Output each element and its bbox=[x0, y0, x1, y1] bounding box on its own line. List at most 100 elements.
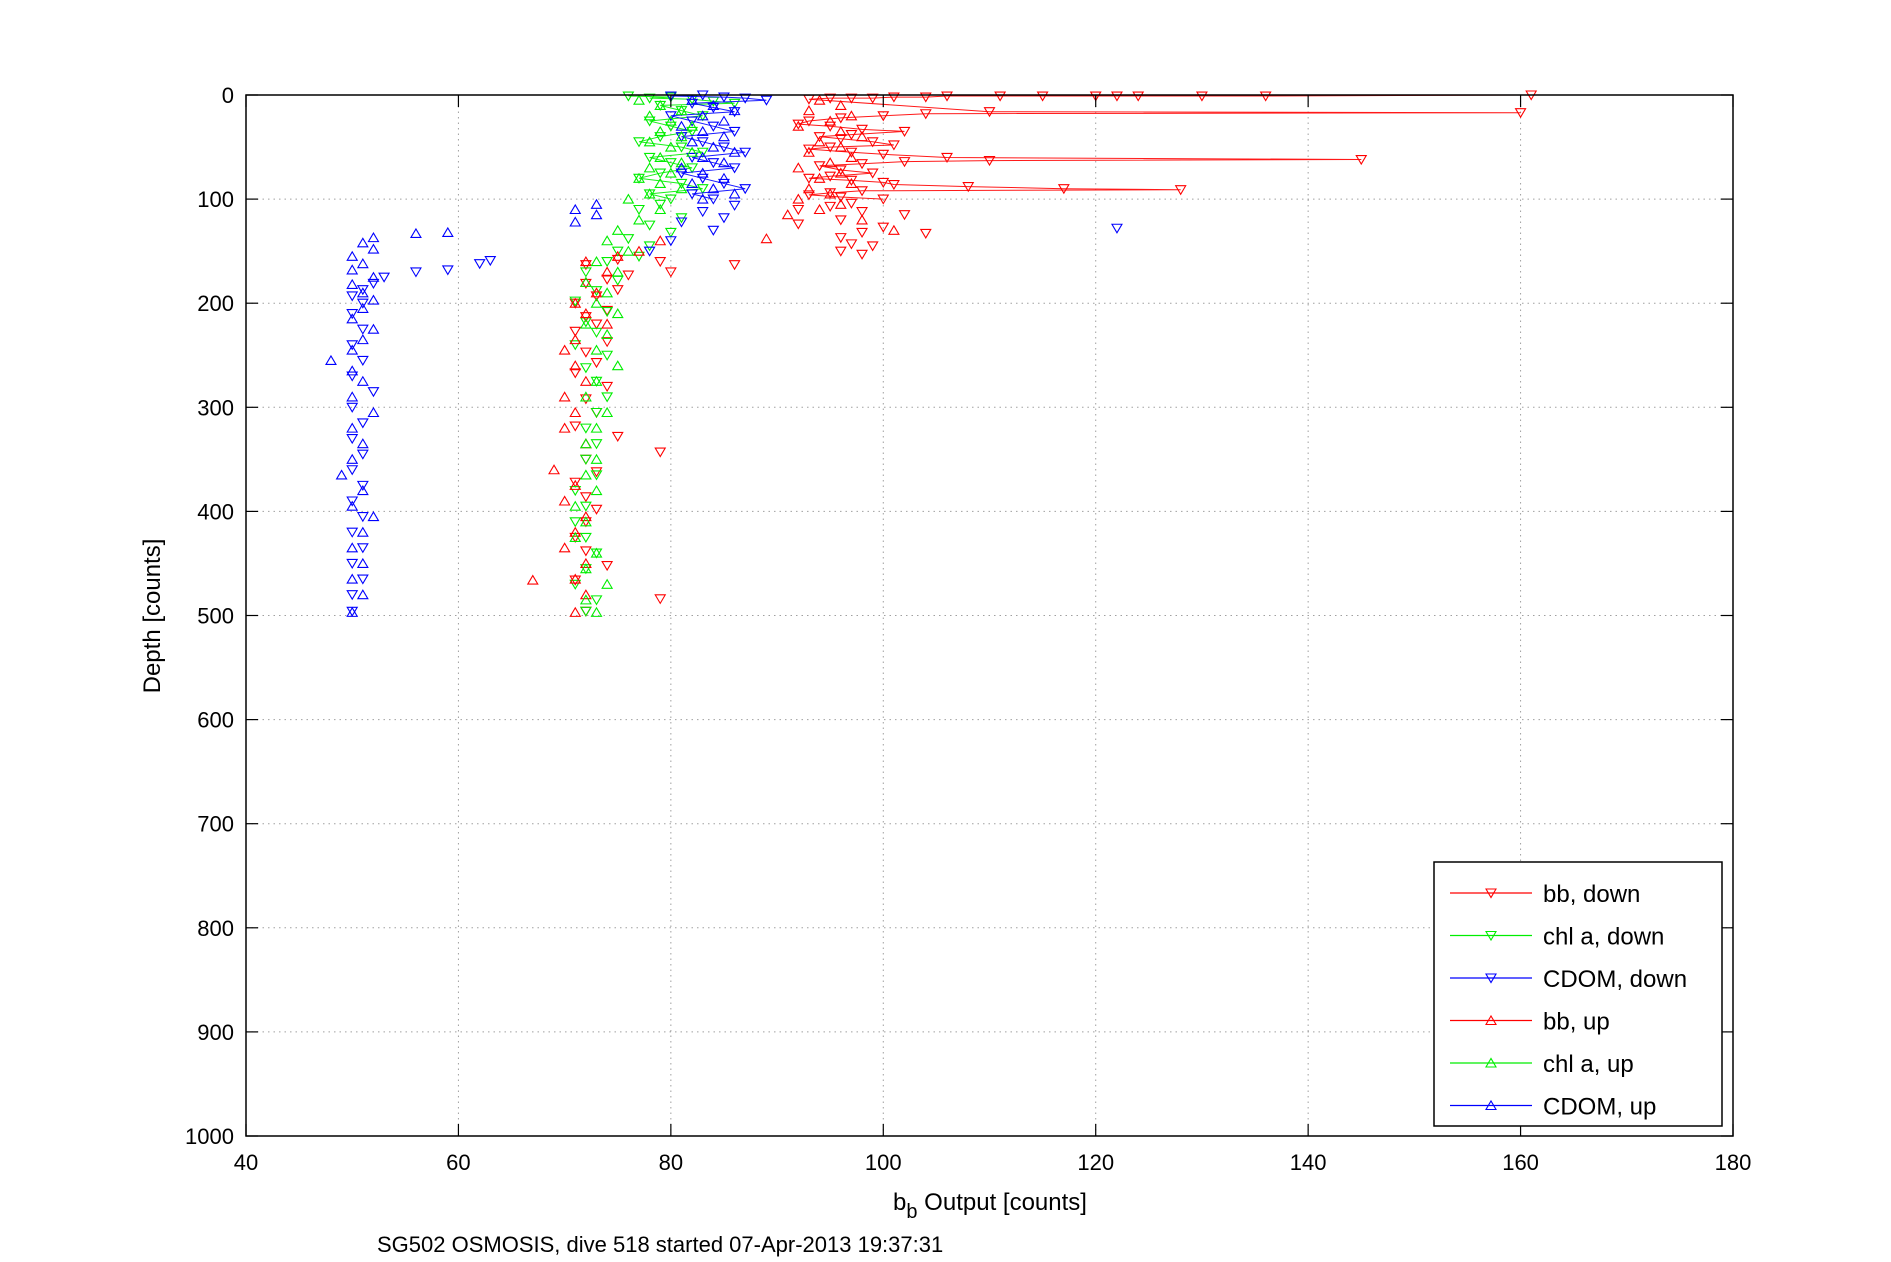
data-point bbox=[834, 125, 847, 136]
data-point bbox=[367, 511, 380, 522]
data-point bbox=[601, 328, 614, 339]
data-point bbox=[664, 267, 677, 278]
data-point bbox=[1036, 91, 1049, 102]
data-point bbox=[887, 92, 900, 103]
data-point bbox=[718, 172, 730, 183]
data-point bbox=[601, 560, 614, 572]
data-point bbox=[569, 517, 582, 528]
data-point bbox=[558, 344, 571, 355]
data-point bbox=[760, 95, 773, 106]
data-point bbox=[718, 157, 730, 168]
data-point bbox=[601, 257, 614, 268]
x-axis-label-rest: Output [counts] bbox=[918, 1189, 1087, 1216]
data-point bbox=[579, 318, 592, 329]
data-point bbox=[346, 496, 359, 507]
ticks bbox=[245, 94, 1734, 1137]
data-point bbox=[579, 532, 592, 544]
data-point bbox=[664, 91, 677, 102]
data-point bbox=[601, 392, 614, 403]
data-point bbox=[919, 92, 932, 103]
data-point bbox=[622, 270, 635, 281]
data-point bbox=[590, 453, 603, 464]
data-point bbox=[824, 157, 837, 168]
data-point bbox=[601, 318, 614, 329]
data-point bbox=[643, 110, 656, 121]
data-point bbox=[707, 225, 720, 236]
data-point bbox=[590, 407, 603, 419]
data-point bbox=[611, 308, 624, 319]
y-tick-label: 800 bbox=[197, 916, 234, 941]
data-point bbox=[856, 186, 869, 197]
data-point bbox=[590, 297, 603, 308]
data-point bbox=[569, 296, 582, 307]
data-point bbox=[579, 347, 592, 358]
data-point bbox=[367, 243, 380, 254]
data-point bbox=[654, 132, 667, 143]
data-point bbox=[601, 350, 614, 361]
data-point bbox=[633, 137, 645, 148]
data-point bbox=[356, 334, 369, 345]
data-point bbox=[558, 495, 571, 506]
data-point bbox=[845, 177, 858, 189]
data-point bbox=[675, 217, 688, 228]
data-point bbox=[728, 146, 741, 157]
legend-label: bb, up bbox=[1543, 1009, 1610, 1036]
data-point bbox=[611, 360, 624, 371]
data-point bbox=[367, 294, 380, 305]
legend-swatch-marker bbox=[1485, 1014, 1497, 1026]
data-point bbox=[441, 226, 454, 237]
data-point bbox=[664, 227, 677, 238]
data-point bbox=[686, 177, 699, 189]
data-point bbox=[718, 92, 730, 103]
data-point bbox=[590, 291, 603, 302]
data-point bbox=[696, 151, 709, 163]
data-point bbox=[707, 183, 720, 194]
data-point bbox=[579, 394, 592, 405]
data-point bbox=[654, 168, 667, 179]
data-point bbox=[579, 516, 592, 527]
data-point bbox=[346, 291, 359, 302]
data-point bbox=[346, 402, 359, 413]
data-point bbox=[579, 423, 592, 434]
data-point bbox=[558, 542, 571, 553]
data-point bbox=[856, 131, 869, 142]
data-point bbox=[409, 267, 422, 278]
data-point bbox=[813, 172, 826, 183]
data-point bbox=[887, 140, 900, 151]
x-tick-label: 80 bbox=[659, 1150, 683, 1175]
data-point bbox=[579, 594, 592, 605]
data-point bbox=[356, 438, 369, 449]
data-point bbox=[675, 131, 688, 142]
data-point bbox=[590, 606, 603, 617]
data-point bbox=[994, 91, 1007, 102]
data-point bbox=[643, 152, 656, 164]
data-point bbox=[1110, 223, 1123, 234]
data-point bbox=[579, 278, 592, 290]
data-point bbox=[686, 189, 699, 200]
legend-swatch-marker bbox=[1485, 930, 1497, 942]
data-point bbox=[696, 184, 709, 195]
data-point bbox=[877, 111, 890, 122]
data-point bbox=[611, 266, 624, 277]
data-point bbox=[686, 120, 699, 131]
data-point bbox=[834, 99, 847, 110]
data-point bbox=[473, 259, 486, 270]
x-tick-label: 160 bbox=[1502, 1150, 1539, 1175]
data-point bbox=[728, 105, 741, 116]
data-point bbox=[346, 264, 359, 275]
data-point bbox=[707, 121, 720, 132]
y-tick-label: 700 bbox=[197, 812, 234, 837]
data-point bbox=[569, 606, 582, 617]
data-point bbox=[356, 449, 369, 460]
data-point bbox=[579, 454, 592, 465]
data-point bbox=[1089, 91, 1102, 102]
data-point bbox=[845, 175, 858, 186]
data-point bbox=[622, 91, 635, 102]
data-point bbox=[590, 287, 603, 298]
series-line bbox=[670, 94, 767, 200]
legend-item: CDOM, down bbox=[1450, 966, 1687, 993]
data-point bbox=[718, 213, 730, 224]
data-point bbox=[983, 156, 996, 167]
data-point bbox=[346, 340, 359, 351]
y-tick-label: 600 bbox=[197, 708, 234, 733]
